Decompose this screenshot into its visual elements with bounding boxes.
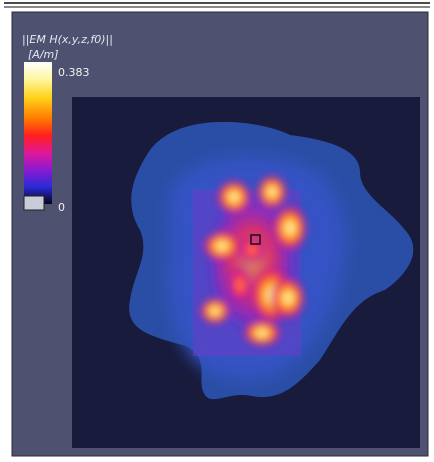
- hotspot: [238, 236, 266, 264]
- hotspot: [270, 276, 306, 320]
- hotspot: [216, 179, 252, 215]
- hotspot: [272, 204, 308, 252]
- hotspot: [242, 319, 282, 347]
- hotspot: [256, 174, 288, 210]
- probe-marker: [250, 234, 261, 245]
- colorbar-min: 0: [58, 201, 65, 214]
- field-map: [129, 121, 414, 400]
- colorbar: [24, 62, 52, 204]
- field-title: ||EM H(x,y,z,f0)||: [22, 33, 113, 46]
- hotspot: [202, 230, 242, 262]
- hotspots: [199, 174, 308, 347]
- hotspot: [199, 297, 231, 325]
- field-unit: [A/m]: [28, 48, 59, 61]
- hotspot: [228, 265, 252, 305]
- colorbar-icon: [23, 195, 45, 211]
- colorbar-max: 0.383: [58, 66, 90, 79]
